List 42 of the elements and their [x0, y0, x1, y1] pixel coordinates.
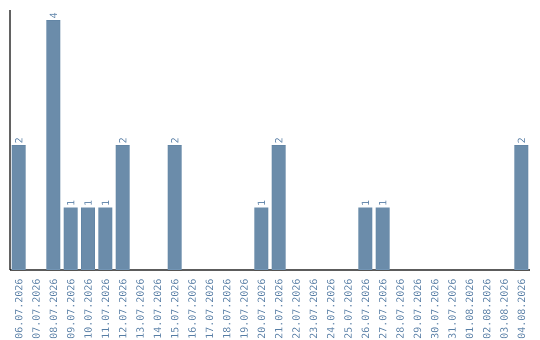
data-label: 4 [50, 12, 57, 18]
x-tick-label: 08.07.2026 [50, 279, 58, 338]
x-tick-label: 16.07.2026 [188, 279, 196, 338]
x-tick-label: 19.07.2026 [240, 279, 248, 338]
x-tick-label: 07.07.2026 [32, 279, 40, 338]
x-tick-label: 06.07.2026 [14, 279, 22, 338]
x-tick-label: 28.07.2026 [396, 279, 404, 338]
x-tick-label: 31.07.2026 [448, 279, 456, 338]
x-tick-label: 10.07.2026 [84, 279, 92, 338]
x-tick-label: 09.07.2026 [66, 279, 74, 338]
x-tick-label: 11.07.2026 [102, 279, 110, 338]
x-tick-label: 23.07.2026 [310, 279, 318, 338]
x-tick-label: 30.07.2026 [430, 279, 438, 338]
data-label: 1 [67, 200, 74, 205]
x-tick-label: 03.08.2026 [500, 279, 508, 338]
data-label: 1 [362, 200, 369, 205]
data-label: 2 [518, 138, 526, 143]
x-tick-label: 18.07.2026 [222, 279, 230, 338]
data-label: 2 [274, 138, 282, 143]
x-tick-label: 24.07.2026 [326, 279, 334, 338]
x-tick-label: 13.07.2026 [136, 279, 144, 338]
x-tick-label: 17.07.2026 [206, 279, 214, 338]
data-label: 1 [258, 200, 265, 205]
data-label: 1 [84, 200, 92, 205]
data-label: 2 [118, 138, 126, 143]
x-tick-label: 25.07.2026 [344, 279, 352, 338]
data-label: 1 [379, 200, 386, 205]
data-label: 1 [102, 200, 109, 205]
x-tick-label: 02.08.2026 [482, 279, 490, 338]
x-tick-label: 26.07.2026 [362, 279, 370, 338]
x-tick-label: 27.07.2026 [378, 279, 386, 338]
x-tick-label: 22.07.2026 [292, 279, 300, 338]
data-label: 2 [170, 138, 178, 143]
x-tick-label: 01.08.2026 [466, 279, 474, 338]
x-tick-label: 12.07.2026 [118, 279, 126, 338]
x-tick-label: 14.07.2026 [154, 279, 162, 338]
data-label: 2 [14, 138, 22, 143]
x-tick-label: 04.08.2026 [518, 279, 526, 338]
x-tick-label: 29.07.2026 [414, 279, 422, 338]
x-tick-label: 20.07.2026 [258, 279, 266, 338]
x-tick-label: 15.07.2026 [170, 279, 178, 338]
x-tick-label: 21.07.2026 [274, 279, 282, 338]
